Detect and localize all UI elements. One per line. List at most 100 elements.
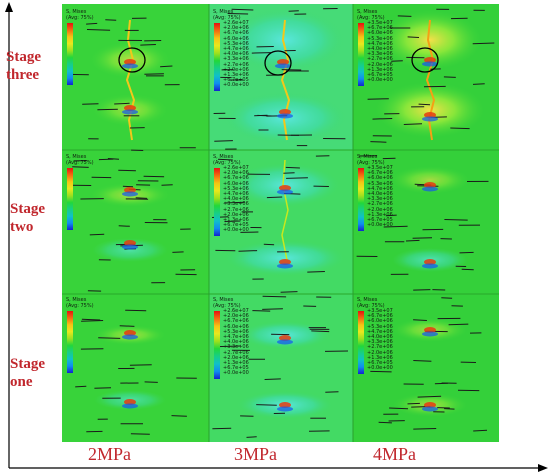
legend-value: +6.0e+06: [223, 323, 249, 330]
stress-lowspot: [122, 403, 138, 409]
legend-color-bar: [67, 311, 73, 373]
fracture-dash: [118, 225, 130, 227]
fracture-dash: [114, 102, 130, 105]
fracture-dash: [383, 225, 408, 228]
stress-hotspot: [279, 109, 291, 115]
legend-value: +6.7e+06: [223, 175, 249, 182]
legend-value: +3.3e+06: [367, 196, 393, 203]
fracture-dash: [311, 330, 330, 333]
legend-subtitle: (Avg: 75%): [213, 15, 241, 21]
fracture-dash: [450, 127, 470, 130]
legend-value: +3.5e+07: [367, 308, 393, 314]
fracture-dash: [288, 10, 299, 12]
legend-value: +4.0e+06: [223, 51, 249, 58]
fracture-dash: [246, 436, 257, 438]
stress-hotspot: [124, 105, 136, 111]
stress-hotspot: [279, 335, 291, 341]
legend-value: +2.0e+06: [223, 313, 249, 320]
legend-value: +4.0e+06: [223, 196, 249, 203]
fracture-dash: [378, 421, 392, 424]
stress-lowspot: [422, 116, 438, 122]
legend-value: +5.3e+06: [223, 328, 249, 335]
legend-value: +1.3e+06: [223, 359, 249, 366]
stress-lowspot: [277, 189, 293, 195]
legend-value: +3.3e+06: [223, 344, 249, 351]
legend-value: +5.3e+06: [367, 323, 393, 330]
legend-value: +3.3e+06: [367, 51, 393, 58]
fracture-dash: [459, 251, 474, 254]
fracture-dash: [370, 141, 387, 143]
fracture-dash: [231, 8, 254, 11]
x-axis-arrow: [538, 464, 548, 472]
highlight-circle-3mpa: [264, 50, 292, 76]
legend-col2-stage3: S, Mises (Avg: 75%) +2.6e+07 +2.0e+06 +6.7…: [210, 9, 258, 101]
legend-value: +5.3e+06: [223, 185, 249, 192]
stress-lowspot: [422, 61, 438, 67]
legend-subtitle: (Avg: 75%): [357, 303, 385, 309]
legend-value: +2.0e+06: [223, 25, 249, 32]
fracture-dash: [413, 360, 432, 362]
fracture-dash: [214, 140, 233, 142]
fracture-dash: [405, 239, 420, 242]
stage-two-text: Stage two: [10, 201, 45, 235]
fracture-dash: [171, 415, 187, 417]
fracture-dash: [86, 29, 111, 31]
legend-value: +2.7e+06: [223, 349, 249, 356]
stage-one-text: Stage one: [10, 356, 45, 390]
fracture-dash: [285, 166, 300, 169]
fracture-dash: [264, 378, 281, 380]
legend-color-bar: [67, 23, 73, 85]
legend-value: +6.7e+05: [367, 71, 393, 78]
legend-color-bar: [358, 311, 364, 374]
fracture-dash: [144, 73, 164, 75]
legend-values: +2.6e+07 +2.0e+06 +6.7e+06 +6.0e+06 +5.3e+06…: [223, 308, 249, 376]
stress-lowspot: [277, 339, 293, 345]
legend-value: +4.7e+06: [367, 185, 393, 192]
legend-value: +2.7e+06: [367, 56, 393, 63]
fracture-dash: [472, 83, 485, 85]
fracture-dash: [370, 370, 392, 373]
stage-one-label: Stage one: [10, 355, 60, 391]
fracture-dash: [283, 172, 295, 174]
fracture-dash: [81, 320, 104, 322]
fracture-dash: [129, 364, 152, 366]
legend-values: +3.5e+07 +6.7e+06 +6.0e+06 +5.3e+06 +4.7e+06…: [367, 20, 393, 83]
legend-value: +6.7e+06: [367, 25, 393, 32]
legend-subtitle: (Avg: 75%): [213, 303, 241, 309]
stress-lowspot: [122, 63, 138, 69]
fracture-dash: [256, 404, 277, 406]
legend-value: +1.3e+06: [367, 211, 393, 218]
legend-value: +6.0e+06: [367, 175, 393, 182]
legend-title: S, Mises: [66, 9, 87, 15]
stress-lowspot: [122, 191, 138, 197]
legend-col3-stage1: S, Mises (Avg: 75%) +3.5e+07 +6.7e+06 +6.0…: [354, 297, 402, 379]
legend-title: S, Mises: [357, 297, 378, 303]
fracture-dash: [98, 158, 114, 161]
legend-title: S, Mises: [66, 297, 87, 303]
panel-col3: [353, 4, 499, 442]
legend-value: +6.7e+05: [223, 222, 249, 229]
fracture-dash: [217, 158, 233, 161]
legend-title: S, Mises: [357, 154, 378, 160]
legend-col3-stage2: S, Mises (Avg: 75%) +3.5e+07 +6.7e+06 +6.0…: [354, 154, 402, 236]
legend-col3-stage3: S, Mises (Avg: 75%) +3.5e+07 +6.7e+06 +6.0…: [354, 9, 402, 91]
legend-title: S, Mises: [213, 9, 234, 15]
legend-value: +4.7e+06: [223, 333, 249, 340]
legend-values: +3.5e+07 +6.7e+06 +6.0e+06 +5.3e+06 +4.7e+06…: [367, 165, 393, 228]
fracture-dash: [307, 271, 325, 273]
legend-value: +6.0e+06: [223, 180, 249, 187]
legend-subtitle: (Avg: 75%): [66, 303, 94, 309]
fracture-dash: [280, 291, 298, 293]
stress-lowspot: [422, 186, 438, 192]
stage-three-label: Stage three: [6, 48, 56, 84]
legend-value: +2.0e+06: [223, 354, 249, 361]
fracture-dash: [98, 337, 121, 339]
fracture-dash: [434, 382, 448, 385]
legend-value: +4.0e+06: [367, 190, 393, 197]
legend-value: +4.0e+06: [223, 339, 249, 346]
fracture-dash: [251, 52, 272, 54]
legend-value: +6.0e+06: [367, 318, 393, 325]
stress-hotspot: [124, 187, 136, 193]
fracture-dash: [262, 308, 283, 310]
fracture-dash: [448, 323, 469, 326]
